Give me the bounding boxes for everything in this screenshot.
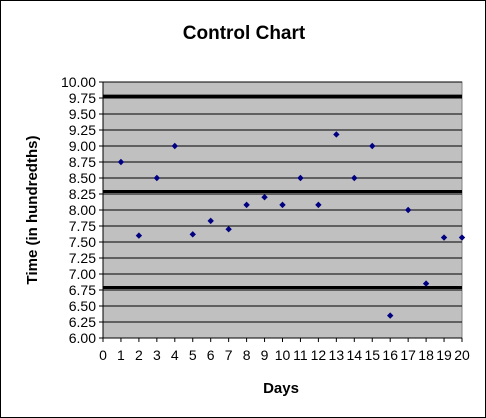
x-tick-label-15: 15 bbox=[364, 347, 380, 363]
data-point-10 bbox=[279, 201, 286, 209]
chart-title: Control Chart bbox=[183, 23, 306, 44]
x-tick-label-3: 3 bbox=[153, 347, 161, 363]
x-tick-label-19: 19 bbox=[436, 347, 452, 363]
y-tick-label-7: 7.75 bbox=[69, 218, 96, 234]
y-tick-label-14: 9.50 bbox=[69, 106, 96, 122]
data-point-15 bbox=[369, 142, 376, 150]
data-point-1 bbox=[117, 158, 125, 166]
y-tick-label-3: 6.75 bbox=[69, 282, 96, 298]
x-tick-label-17: 17 bbox=[400, 347, 416, 363]
x-tick-label-11: 11 bbox=[293, 347, 308, 363]
data-point-5 bbox=[189, 231, 196, 238]
x-tick-label-20: 20 bbox=[454, 347, 470, 363]
x-axis-label: Days bbox=[263, 380, 299, 397]
data-point-17 bbox=[404, 206, 412, 214]
data-point-18 bbox=[422, 280, 430, 287]
y-tick-label-12: 9.00 bbox=[69, 138, 96, 154]
data-point-14 bbox=[351, 174, 358, 182]
y-tick-label-5: 7.25 bbox=[69, 250, 96, 266]
y-tick-label-16: 10.00 bbox=[61, 74, 96, 90]
x-tick-label-13: 13 bbox=[329, 347, 345, 363]
x-tick-label-9: 9 bbox=[261, 347, 269, 363]
y-tick-label-9: 8.25 bbox=[69, 186, 96, 202]
y-tick-label-15: 9.75 bbox=[69, 90, 96, 106]
x-tick-label-4: 4 bbox=[171, 347, 179, 363]
y-tick-label-4: 7.00 bbox=[69, 266, 96, 282]
y-tick-label-11: 8.75 bbox=[69, 154, 96, 170]
y-tick-label-1: 6.25 bbox=[69, 314, 96, 330]
y-tick-label-6: 7.50 bbox=[69, 234, 96, 250]
x-tick-label-7: 7 bbox=[225, 347, 233, 363]
data-point-20 bbox=[458, 234, 466, 241]
x-tick-label-18: 18 bbox=[418, 347, 434, 363]
x-tick-label-16: 16 bbox=[382, 347, 398, 363]
x-tick-label-6: 6 bbox=[207, 347, 215, 363]
data-point-19 bbox=[440, 234, 448, 241]
y-tick-label-10: 8.50 bbox=[69, 170, 96, 186]
y-tick-label-0: 6.00 bbox=[69, 330, 96, 346]
x-tick-label-12: 12 bbox=[311, 347, 327, 363]
data-point-8 bbox=[243, 201, 250, 209]
data-point-4 bbox=[171, 142, 178, 150]
plot-area: 6.006.256.506.757.007.257.507.758.008.25… bbox=[61, 74, 470, 363]
y-axis-label: Time (in hundredths) bbox=[24, 136, 41, 285]
x-tick-label-10: 10 bbox=[275, 347, 291, 363]
data-point-11 bbox=[297, 174, 304, 182]
data-point-7 bbox=[225, 226, 232, 233]
x-tick-label-5: 5 bbox=[189, 347, 197, 363]
y-tick-label-8: 8.00 bbox=[69, 202, 96, 218]
y-tick-label-13: 9.25 bbox=[69, 122, 96, 138]
x-tick-label-2: 2 bbox=[135, 347, 143, 363]
data-point-13 bbox=[333, 131, 340, 138]
x-tick-label-1: 1 bbox=[117, 347, 125, 363]
data-point-16 bbox=[387, 312, 394, 319]
y-tick-label-2: 6.50 bbox=[69, 298, 96, 314]
data-point-6 bbox=[207, 217, 214, 225]
x-tick-label-0: 0 bbox=[99, 347, 107, 363]
x-tick-label-8: 8 bbox=[243, 347, 251, 363]
data-point-9 bbox=[261, 194, 268, 201]
data-point-3 bbox=[153, 174, 161, 182]
x-tick-label-14: 14 bbox=[347, 347, 363, 363]
data-point-2 bbox=[135, 232, 143, 239]
data-point-12 bbox=[315, 201, 322, 209]
